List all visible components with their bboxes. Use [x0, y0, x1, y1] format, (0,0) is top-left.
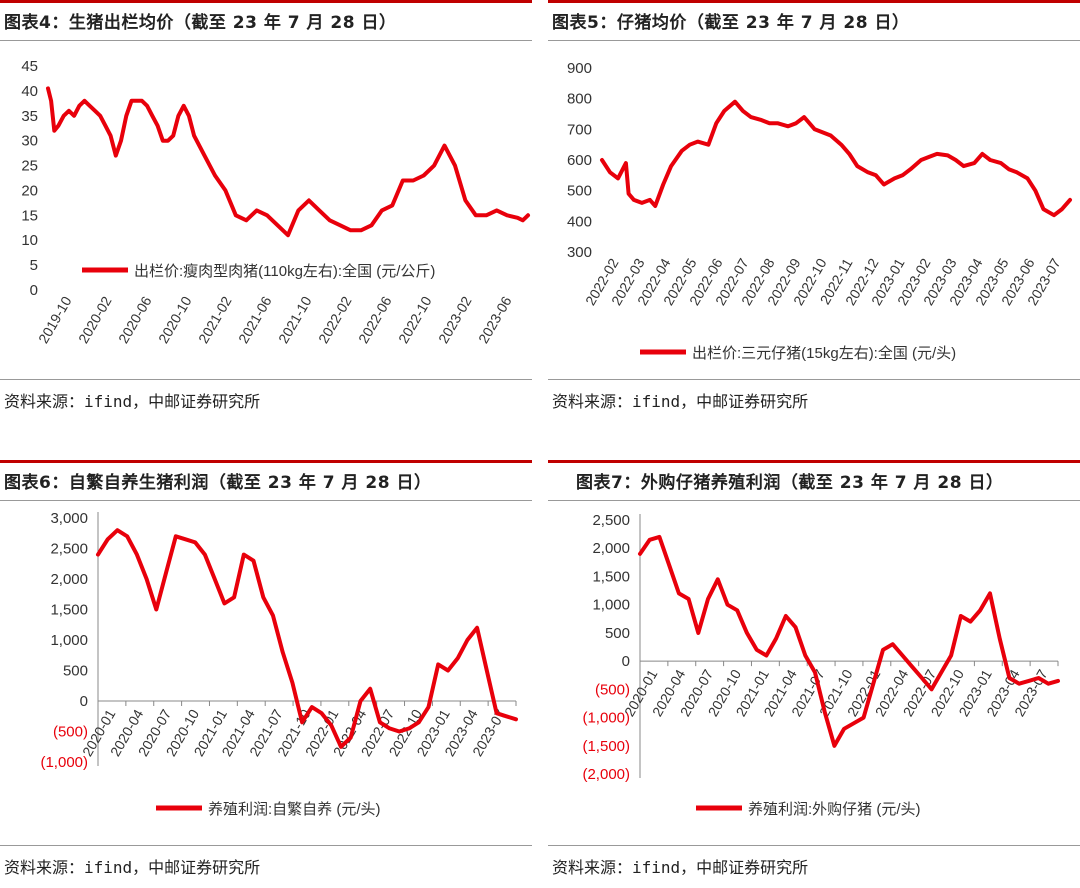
y-tick-label: 400: [567, 213, 592, 230]
y-tick-label: 2,000: [592, 540, 630, 557]
panel-2-source-divider: [548, 379, 1080, 380]
series-line-0: [46, 86, 530, 238]
panel-1-title-divider: [0, 40, 532, 41]
y-tick-label: 2,500: [592, 512, 630, 529]
panel-1-source: 资料来源：ifind，中邮证券研究所: [4, 392, 261, 411]
y-tick-label: (500): [595, 681, 630, 698]
panel-1: 图表4：生猪出栏均价（截至 23 年 7 月 28 日） 0 5 10 15 20 25 3…: [0, 0, 532, 420]
x-tick-label: 2021-06: [235, 293, 275, 346]
x-tick-label: 2023-06: [475, 293, 515, 346]
y-tick-label: 1,500: [592, 568, 630, 585]
y-tick-label: 20: [21, 182, 38, 199]
legend-label: 养殖利润:外购仔猪 (元/头): [748, 801, 921, 818]
y-tick-label: 600: [567, 152, 592, 169]
y-tick-label: 0: [622, 653, 630, 670]
legend-label: 养殖利润:自繁自养 (元/头): [208, 801, 381, 818]
y-tick-label: 800: [567, 91, 592, 108]
y-tick-label: 30: [21, 133, 38, 150]
y-tick-label: 700: [567, 121, 592, 138]
x-tick-label: 2020-06: [115, 293, 155, 346]
panel-3-topbar: [0, 460, 532, 463]
panel-4-source-divider: [548, 845, 1080, 846]
y-tick-label: 0: [80, 693, 88, 710]
panel-2-topbar: [548, 0, 1080, 3]
panel-3: 图表6：自繁自养生猪利润（截至 23 年 7 月 28 日） (1,000) (5…: [0, 460, 532, 888]
x-tick-label: 2022-10: [395, 293, 435, 346]
panel-4-title: 图表7：外购仔猪养殖利润（截至 23 年 7 月 28 日）: [576, 473, 1004, 493]
panel-4-source: 资料来源：ifind，中邮证券研究所: [552, 858, 809, 877]
series-line-0: [600, 99, 1072, 218]
x-tick-label: 2020-02: [75, 293, 115, 346]
y-tick-label: 0: [30, 282, 38, 299]
x-tick-label: 2020-10: [155, 293, 195, 346]
y-tick-label: 40: [21, 83, 38, 100]
panel-1-title: 图表4：生猪出栏均价（截至 23 年 7 月 28 日）: [4, 13, 397, 33]
y-tick-label: 3,000: [50, 510, 88, 527]
panel-2-title-divider: [548, 40, 1080, 41]
y-tick-label: 500: [567, 183, 592, 200]
y-tick-label: (2,000): [582, 766, 630, 783]
panel-3-title-divider: [0, 500, 532, 501]
panel-2: 图表5：仔猪均价（截至 23 年 7 月 28 日） 300 400 500 600 7…: [548, 0, 1080, 420]
y-tick-label: (500): [53, 724, 88, 741]
y-tick-label: 25: [21, 158, 38, 175]
x-tick-label: 2021-10: [275, 293, 315, 346]
y-tick-label: 900: [567, 60, 592, 77]
panel-4: 图表7：外购仔猪养殖利润（截至 23 年 7 月 28 日） (2,000) (1…: [548, 460, 1080, 888]
y-tick-label: 2,500: [50, 541, 88, 558]
legend-label: 出栏价:三元仔猪(15kg左右):全国 (元/头): [692, 344, 956, 362]
panel-2-title: 图表5：仔猪均价（截至 23 年 7 月 28 日）: [552, 13, 910, 33]
y-tick-label: 35: [21, 108, 38, 125]
x-tick-label: 2021-02: [195, 293, 235, 346]
panel-4-topbar: [548, 460, 1080, 463]
y-tick-label: 15: [21, 207, 38, 224]
y-tick-label: 10: [21, 232, 38, 249]
y-tick-label: (1,000): [40, 754, 88, 771]
panel-3-source-divider: [0, 845, 532, 846]
legend-label: 出栏价:瘦肉型肉猪(110kg左右):全国 (元/公斤): [134, 262, 435, 280]
y-tick-label: 1,000: [592, 597, 630, 614]
y-tick-label: 45: [21, 58, 38, 75]
series-line-0: [96, 528, 518, 749]
y-tick-label: 1,000: [50, 632, 88, 649]
panel-1-topbar: [0, 0, 532, 3]
panel-4-title-divider: [548, 500, 1080, 501]
panel-2-source: 资料来源：ifind，中邮证券研究所: [552, 392, 809, 411]
chart-4-svg: (2,000) (1,500) (1,000) (500) 0 500 1,000 1,500…: [582, 512, 1060, 818]
series-line-0: [638, 534, 1060, 748]
x-tick-label: 2023-02: [435, 293, 475, 346]
y-tick-label: 2,000: [50, 571, 88, 588]
y-tick-label: 500: [605, 625, 630, 642]
y-tick-label: (1,500): [582, 738, 630, 755]
panel-1-source-divider: [0, 379, 532, 380]
x-tick-label: 2022-02: [315, 293, 355, 346]
x-tick-label: 2022-06: [355, 293, 395, 346]
y-tick-label: 1,500: [50, 602, 88, 619]
y-tick-label: (1,000): [582, 710, 630, 727]
chart-2-svg: 3004005006007008009002022-022022-032022-…: [567, 60, 1072, 362]
chart-3-svg: (1,000) (500) 0 500 1,000 1,500 2,000 2,500 3,00…: [40, 510, 518, 818]
panel-3-title: 图表6：自繁自养生猪利润（截至 23 年 7 月 28 日）: [4, 473, 432, 493]
y-tick-label: 500: [63, 663, 88, 680]
y-tick-label: 300: [567, 244, 592, 261]
panel-3-source: 资料来源：ifind，中邮证券研究所: [4, 858, 261, 877]
y-tick-label: 5: [30, 257, 38, 274]
x-tick-label: 2019-10: [35, 293, 75, 346]
